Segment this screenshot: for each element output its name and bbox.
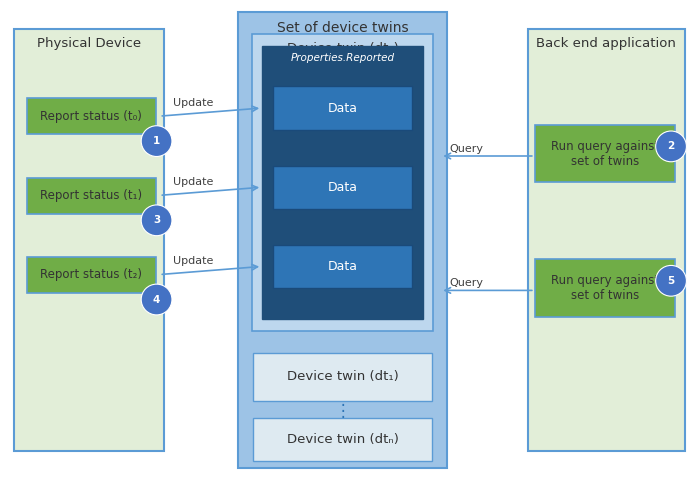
FancyBboxPatch shape [253, 418, 432, 461]
Ellipse shape [656, 131, 686, 162]
Text: Data: Data [328, 180, 357, 194]
Text: 5: 5 [668, 276, 675, 286]
Text: Update: Update [173, 256, 214, 266]
Text: 4: 4 [153, 295, 160, 304]
FancyBboxPatch shape [273, 166, 412, 209]
FancyBboxPatch shape [273, 245, 412, 288]
FancyBboxPatch shape [14, 29, 164, 451]
Text: Back end application: Back end application [536, 37, 677, 50]
FancyBboxPatch shape [535, 125, 675, 182]
Text: 1: 1 [153, 136, 160, 146]
Text: Data: Data [328, 101, 357, 115]
Text: 2: 2 [668, 142, 675, 151]
Text: Device twin (dt₀): Device twin (dt₀) [287, 42, 398, 55]
Text: Properties.Reported: Properties.Reported [291, 53, 394, 63]
FancyBboxPatch shape [27, 98, 156, 134]
FancyBboxPatch shape [252, 34, 433, 331]
Text: Report status (t₀): Report status (t₀) [41, 110, 142, 123]
Text: 3: 3 [153, 216, 160, 225]
Text: ⋮: ⋮ [334, 402, 351, 420]
FancyBboxPatch shape [27, 257, 156, 293]
Text: Run query against
set of twins: Run query against set of twins [551, 274, 658, 302]
Ellipse shape [141, 205, 172, 236]
Ellipse shape [141, 284, 172, 315]
Text: Set of device twins: Set of device twins [277, 21, 408, 35]
Text: Report status (t₂): Report status (t₂) [41, 268, 142, 281]
Text: Device twin (dt₁): Device twin (dt₁) [287, 370, 398, 384]
Text: Data: Data [328, 260, 357, 273]
FancyBboxPatch shape [273, 86, 412, 130]
Text: Report status (t₁): Report status (t₁) [40, 189, 143, 202]
Text: Update: Update [173, 98, 214, 108]
FancyBboxPatch shape [528, 29, 685, 451]
Text: Update: Update [173, 177, 214, 187]
FancyBboxPatch shape [238, 12, 447, 468]
Ellipse shape [656, 265, 686, 296]
FancyBboxPatch shape [27, 178, 156, 214]
Text: Physical Device: Physical Device [37, 37, 141, 50]
Text: Device twin (dtₙ): Device twin (dtₙ) [287, 432, 398, 446]
FancyBboxPatch shape [535, 259, 675, 317]
Text: Run query against
set of twins: Run query against set of twins [551, 140, 658, 168]
Text: Query: Query [449, 144, 484, 154]
Ellipse shape [141, 126, 172, 156]
Text: Query: Query [449, 278, 484, 288]
FancyBboxPatch shape [253, 353, 432, 401]
FancyBboxPatch shape [262, 46, 423, 319]
